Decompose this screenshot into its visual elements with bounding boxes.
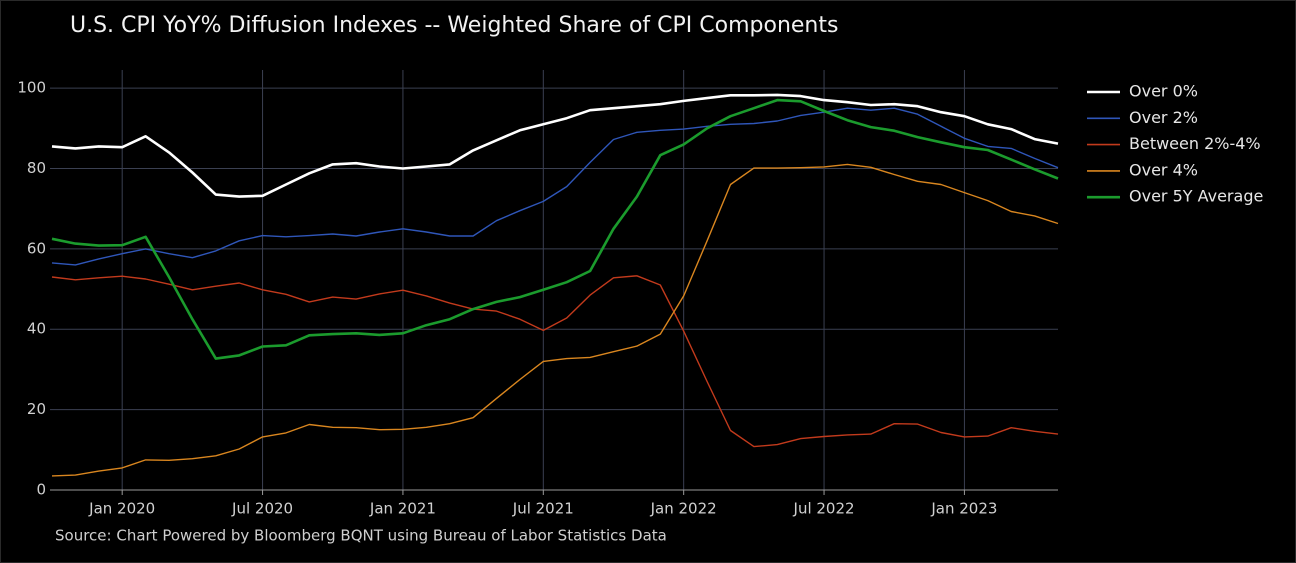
x-tick-label: Jul 2021 bbox=[512, 500, 574, 518]
x-tick-label: Jan 2021 bbox=[369, 500, 436, 518]
x-tick-label: Jul 2020 bbox=[231, 500, 293, 518]
x-tick-label: Jul 2022 bbox=[793, 500, 855, 518]
series-line bbox=[51, 163, 1059, 477]
y-tick-label: 100 bbox=[17, 79, 46, 97]
legend-label: Over 4% bbox=[1129, 160, 1198, 179]
y-tick-label: 40 bbox=[27, 320, 46, 338]
series-line bbox=[51, 275, 1059, 448]
legend-label: Over 2% bbox=[1129, 108, 1198, 127]
x-tick-label: Jan 2023 bbox=[930, 500, 997, 518]
x-tick-label: Jan 2020 bbox=[88, 500, 155, 518]
y-tick-label: 0 bbox=[36, 481, 46, 499]
series-line bbox=[51, 98, 1059, 360]
legend-label: Over 5Y Average bbox=[1129, 187, 1263, 206]
legend-label: Between 2%-4% bbox=[1129, 134, 1261, 153]
y-tick-label: 60 bbox=[27, 239, 46, 257]
chart-title: U.S. CPI YoY% Diffusion Indexes -- Weigh… bbox=[70, 13, 838, 38]
legend-label: Over 0% bbox=[1129, 82, 1198, 101]
y-tick-label: 80 bbox=[27, 159, 46, 177]
x-tick-label: Jan 2022 bbox=[650, 500, 717, 518]
series-line bbox=[51, 93, 1059, 198]
series-line bbox=[51, 107, 1059, 266]
source-note: Source: Chart Powered by Bloomberg BQNT … bbox=[55, 527, 667, 545]
y-tick-label: 20 bbox=[27, 400, 46, 418]
